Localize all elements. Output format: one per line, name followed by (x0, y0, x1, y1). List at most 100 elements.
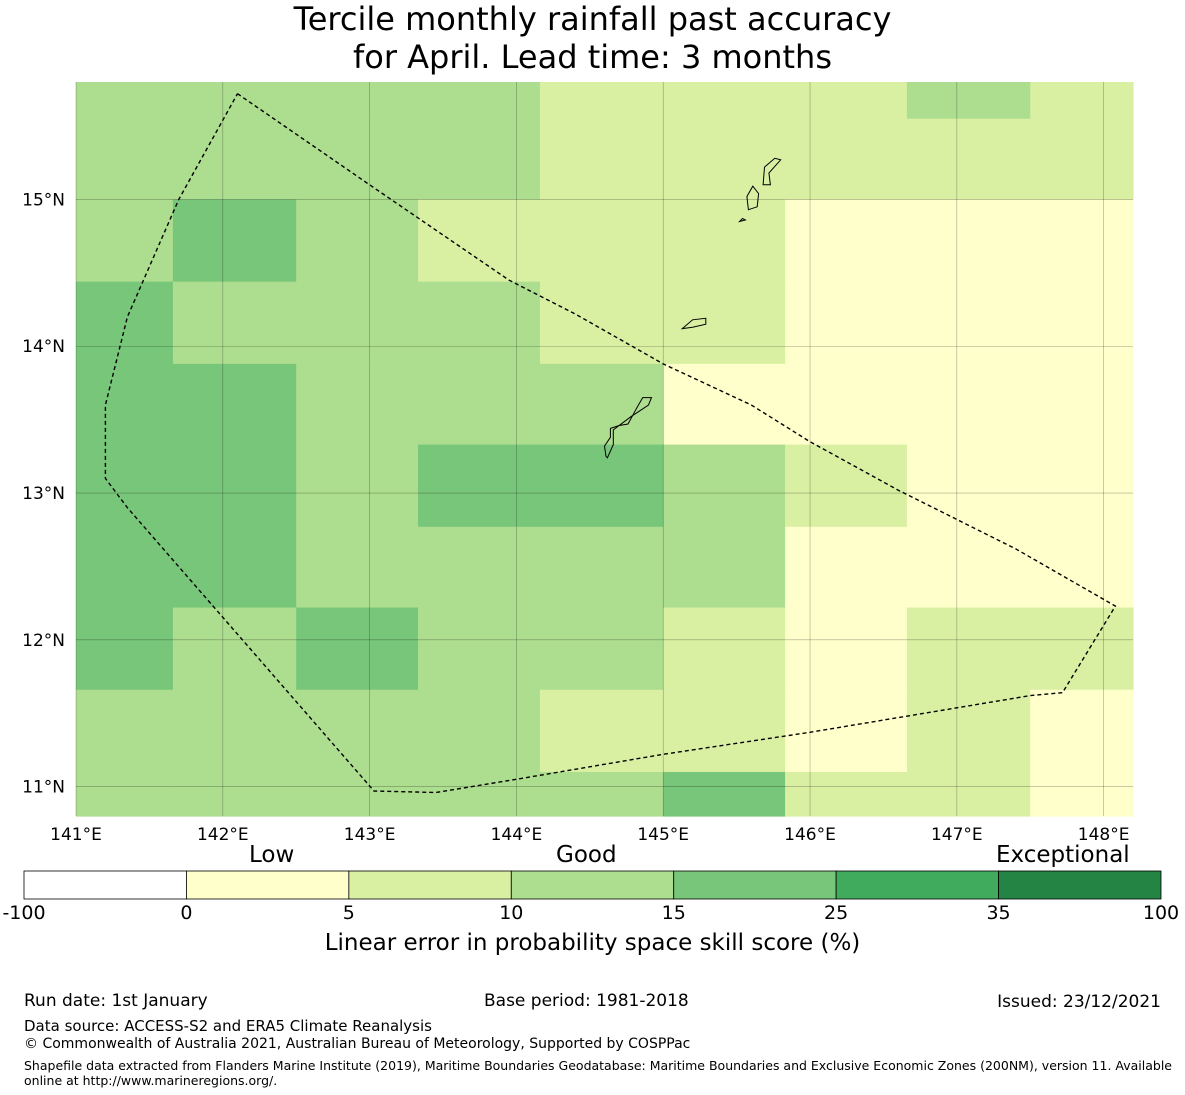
grid-cell (296, 607, 419, 691)
grid-cell (172, 607, 297, 691)
grid-cell (76, 444, 174, 528)
grid-cell (785, 118, 908, 201)
grid-cell (172, 771, 297, 817)
grid-cell (663, 82, 786, 120)
grid-cell (785, 689, 908, 773)
grid-cell (539, 82, 664, 120)
axis-labels: 141°E 142°E 143°E 144°E 145°E 146°E 147°E 148°E… (22, 190, 1129, 845)
grid-cell (296, 281, 419, 365)
grid-cell (1030, 526, 1134, 609)
grid-cell (785, 771, 908, 817)
grid-cell (172, 118, 297, 201)
grid-cell (785, 82, 908, 120)
grid-cell (663, 118, 786, 201)
run-date: Run date: 1st January (24, 991, 208, 1011)
grid-cell (172, 199, 297, 283)
grid-cell (418, 199, 541, 283)
lon-tick-label: 148°E (1078, 825, 1130, 845)
colorbar-bins (23, 870, 1162, 900)
grid-cell (539, 689, 664, 773)
grid-cell (539, 526, 664, 609)
grid-cell (1030, 118, 1134, 201)
grid-cell (1030, 363, 1134, 446)
grid-cell (663, 526, 786, 609)
legend-category-good: Good (556, 842, 617, 868)
grid-cell (418, 607, 541, 691)
grid-cell (539, 363, 664, 446)
lon-tick-label: 142°E (197, 825, 249, 845)
grid-cell (172, 689, 297, 773)
grid-cell (296, 689, 419, 773)
grid-cell (418, 82, 541, 120)
grid-cell (539, 607, 664, 691)
title-line-2: for April. Lead time: 3 months (352, 38, 832, 76)
legend-category-exceptional: Exceptional (996, 842, 1130, 868)
credits: Data source: ACCESS-S2 and ERA5 Climate … (24, 1017, 690, 1053)
grid-cell (906, 689, 1031, 773)
grid-cell (172, 526, 297, 609)
skill-score-map: 141°E 142°E 143°E 144°E 145°E 146°E 147°E 148°E… (22, 82, 1134, 845)
grid-cell (785, 199, 908, 283)
grid-cell (296, 526, 419, 609)
grid-cell (663, 281, 786, 365)
grid-cell (539, 444, 664, 528)
colorbar-label: Linear error in probability space skill … (324, 930, 861, 956)
grid-cell (76, 526, 174, 609)
grid-cell (906, 607, 1031, 691)
grid-cell (663, 199, 786, 283)
colorbar-tick-label: 10 (499, 902, 524, 924)
grid-cell (76, 199, 174, 283)
grid-cell (1030, 689, 1134, 773)
grid-cell (663, 444, 786, 528)
data-source: Data source: ACCESS-S2 and ERA5 Climate … (24, 1017, 432, 1035)
colorbar-tick-label: 0 (180, 902, 193, 924)
colorbar-bin (510, 870, 675, 900)
grid-cell (76, 689, 174, 773)
lat-tick-label: 13°N (22, 484, 65, 504)
grid-cell (785, 281, 908, 365)
legend-category-low: Low (249, 842, 295, 868)
grid-cell (539, 771, 664, 817)
grid-cell (1030, 199, 1134, 283)
grid-cell (1030, 82, 1134, 120)
island-outline (603, 397, 653, 459)
grid-cell (418, 444, 541, 528)
grid-cell (663, 607, 786, 691)
grid-cell (172, 281, 297, 365)
grid-cell (296, 444, 419, 528)
grid-cell (785, 363, 908, 446)
grid-cell (418, 526, 541, 609)
lon-tick-label: 146°E (784, 825, 836, 845)
base-period: Base period: 1981-2018 (484, 991, 689, 1011)
colorbar-bin (835, 870, 999, 900)
lon-tick-label: 145°E (637, 825, 689, 845)
colorbar-bin (998, 870, 1162, 900)
skill-score-grid (76, 82, 1134, 817)
grid-cell (906, 444, 1031, 528)
colorbar-bin (186, 870, 350, 900)
grid-cell (172, 444, 297, 528)
shapefile-note: Shapefile data extracted from Flanders M… (24, 1058, 1172, 1088)
colorbar-tick-label: 35 (986, 902, 1011, 924)
grid-cell (539, 199, 664, 283)
grid-cell (785, 526, 908, 609)
grid-cell (418, 363, 541, 446)
colorbar-bin (348, 870, 512, 900)
grid-cell (663, 689, 786, 773)
lon-tick-label: 144°E (491, 825, 543, 845)
grid-cell (296, 82, 419, 120)
grid-cell (296, 771, 419, 817)
colorbar-bin (23, 870, 187, 900)
grid-cell (1030, 607, 1134, 691)
grid-cell (1030, 444, 1134, 528)
colorbar-bin (673, 870, 837, 900)
graticule (75, 82, 1133, 816)
lon-tick-label: 147°E (931, 825, 983, 845)
island-outline (762, 157, 782, 186)
eez-boundary (104, 93, 1117, 794)
map-title: Tercile monthly rainfall past accuracy f… (0, 0, 1185, 76)
colorbar-tick-label: -100 (2, 902, 46, 924)
lat-tick-label: 15°N (22, 190, 65, 210)
grid-cell (785, 607, 908, 691)
grid-cell (296, 363, 419, 446)
